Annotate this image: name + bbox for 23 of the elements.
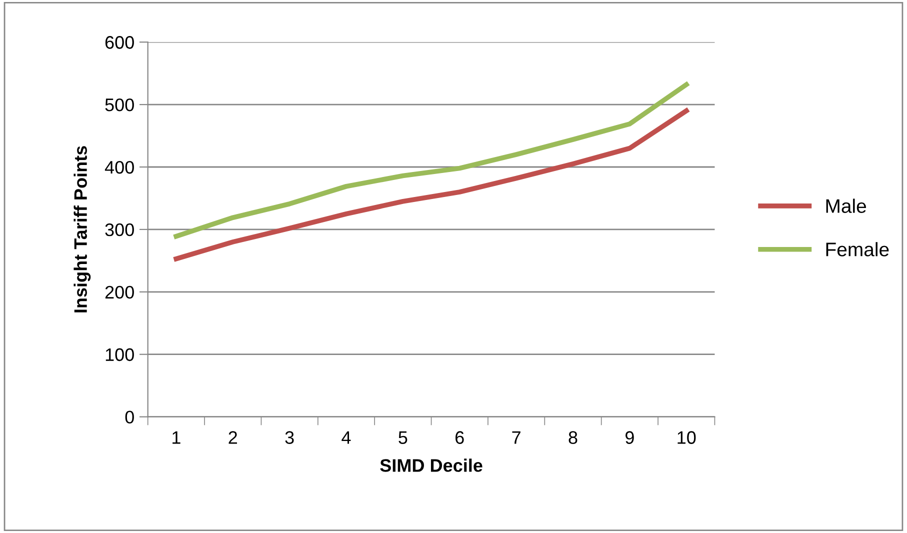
x-tick-label: 10 — [678, 431, 696, 444]
x-tick-label: 9 — [626, 431, 634, 444]
x-tick-label: 7 — [512, 431, 520, 444]
line-series — [174, 108, 689, 262]
x-tick-label: 3 — [285, 431, 294, 444]
x-axis-title: SIMD Decile — [380, 458, 482, 472]
x-tick-label: 6 — [456, 431, 464, 444]
y-tick-label: 100 — [106, 348, 134, 362]
y-tick-label: 600 — [105, 36, 134, 49]
x-tick-label: 5 — [398, 431, 408, 444]
y-tick-label: 300 — [105, 223, 134, 236]
y-axis-title: Insight Tariff Points — [74, 146, 91, 312]
y-tick-label: 200 — [105, 286, 134, 299]
x-tick-label: 2 — [228, 431, 237, 444]
y-tick-label: 500 — [105, 98, 134, 112]
y-tick-label: 400 — [104, 160, 134, 174]
line-series — [174, 82, 689, 239]
x-tick-label: 4 — [342, 431, 351, 444]
legend-label: Male — [826, 198, 866, 213]
x-tick-label: 8 — [568, 431, 578, 444]
y-tick-label: 0 — [125, 410, 134, 424]
x-tick-label: 1 — [172, 431, 180, 444]
legend-label: Female — [826, 242, 889, 256]
